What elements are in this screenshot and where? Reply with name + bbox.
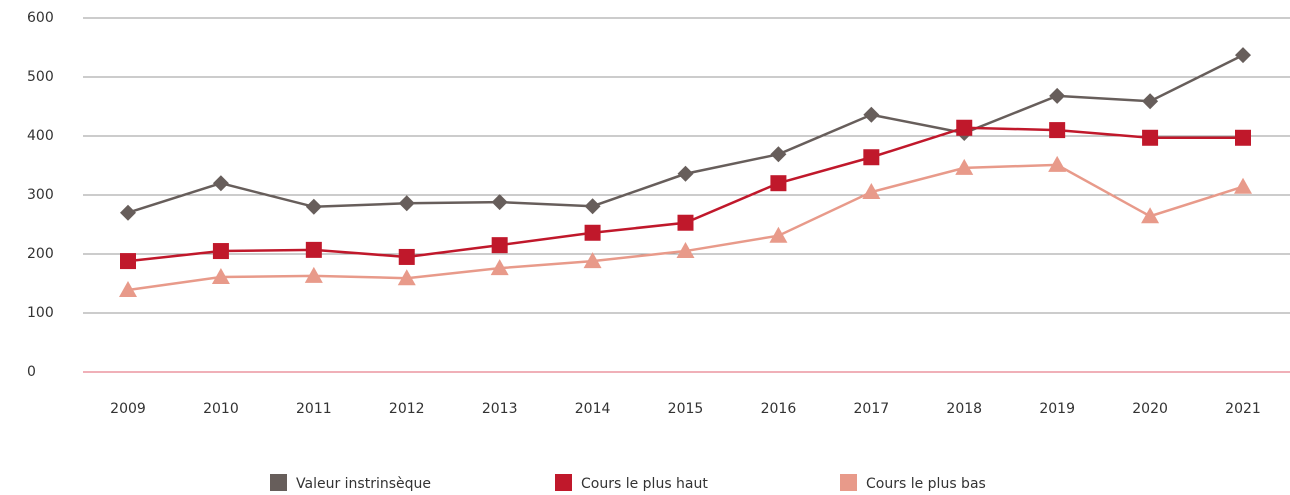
x-tick-label: 2011 bbox=[296, 401, 332, 417]
x-tick-label: 2012 bbox=[389, 401, 425, 417]
marker bbox=[120, 204, 136, 221]
marker bbox=[956, 119, 973, 136]
marker bbox=[1235, 129, 1251, 146]
marker bbox=[212, 175, 229, 192]
x-tick-label: 2020 bbox=[1132, 401, 1168, 417]
marker bbox=[1142, 93, 1159, 110]
marker bbox=[584, 224, 601, 241]
legend-swatch bbox=[555, 474, 572, 491]
y-tick-label: 100 bbox=[27, 305, 54, 321]
x-tick-label: 2021 bbox=[1225, 401, 1261, 417]
x-tick-label: 2015 bbox=[668, 401, 704, 417]
y-tick-label: 200 bbox=[27, 246, 54, 262]
marker bbox=[677, 214, 694, 231]
y-tick-label: 0 bbox=[27, 364, 36, 380]
marker bbox=[862, 183, 881, 200]
x-tick-label: 2016 bbox=[761, 401, 797, 417]
legend-label: Valeur instrinsèque bbox=[296, 476, 431, 492]
marker bbox=[1235, 47, 1251, 64]
marker bbox=[212, 243, 229, 260]
y-tick-label: 400 bbox=[27, 128, 54, 144]
marker bbox=[491, 194, 508, 211]
legend-swatch bbox=[270, 474, 287, 491]
marker bbox=[863, 106, 880, 123]
marker bbox=[120, 253, 136, 270]
x-tick-label: 2009 bbox=[110, 401, 146, 417]
x-tick-label: 2018 bbox=[946, 401, 982, 417]
marker bbox=[211, 268, 230, 285]
legend-label: Cours le plus bas bbox=[866, 476, 986, 492]
marker bbox=[305, 198, 322, 215]
legend-swatch bbox=[840, 474, 857, 491]
x-tick-label: 2010 bbox=[203, 401, 239, 417]
x-tick-label: 2017 bbox=[854, 401, 890, 417]
marker bbox=[1234, 177, 1252, 194]
marker bbox=[119, 280, 137, 297]
x-tick-label: 2013 bbox=[482, 401, 518, 417]
marker bbox=[304, 266, 323, 283]
marker bbox=[1048, 155, 1067, 172]
marker bbox=[769, 226, 788, 243]
marker bbox=[863, 149, 880, 166]
marker bbox=[1141, 207, 1160, 224]
legend-label: Cours le plus haut bbox=[581, 476, 708, 492]
marker bbox=[1049, 122, 1066, 139]
series-line bbox=[127, 126, 1243, 263]
marker bbox=[397, 269, 416, 286]
marker bbox=[1049, 87, 1066, 104]
marker bbox=[398, 195, 415, 212]
marker bbox=[770, 146, 787, 163]
marker bbox=[955, 158, 974, 175]
marker bbox=[770, 175, 787, 192]
series-line bbox=[127, 54, 1244, 214]
x-tick-label: 2014 bbox=[575, 401, 611, 417]
marker bbox=[677, 165, 694, 182]
y-tick-label: 500 bbox=[27, 69, 54, 85]
marker bbox=[305, 241, 322, 258]
marker bbox=[583, 252, 602, 269]
marker bbox=[676, 242, 695, 259]
marker bbox=[1142, 129, 1159, 146]
marker bbox=[398, 248, 415, 265]
x-tick-label: 2019 bbox=[1039, 401, 1075, 417]
y-tick-label: 600 bbox=[27, 10, 54, 26]
marker bbox=[584, 198, 601, 215]
marker bbox=[490, 259, 509, 276]
marker bbox=[491, 237, 508, 254]
y-tick-label: 300 bbox=[27, 187, 54, 203]
